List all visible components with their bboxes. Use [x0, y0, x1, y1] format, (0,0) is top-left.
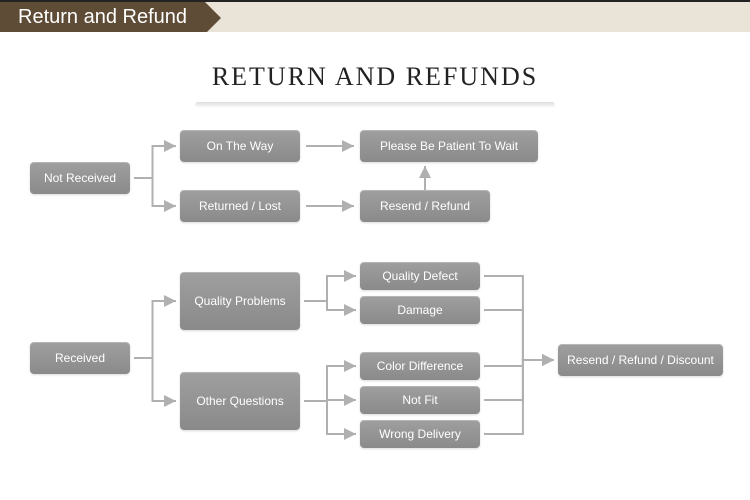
node-resend_refund: Resend / Refund	[360, 190, 490, 222]
node-quality_problems: Quality Problems	[180, 272, 300, 330]
node-rrd: Resend / Refund / Discount	[558, 344, 723, 376]
node-on_the_way: On The Way	[180, 130, 300, 162]
node-quality_defect: Quality Defect	[360, 262, 480, 290]
node-not_received: Not Received	[30, 162, 130, 194]
node-damage: Damage	[360, 296, 480, 324]
node-returned_lost: Returned / Lost	[180, 190, 300, 222]
header-tab: Return and Refund	[0, 2, 205, 32]
node-received: Received	[30, 342, 130, 374]
diagram-title: RETURN AND REFUNDS	[0, 62, 750, 92]
node-please_wait: Please Be Patient To Wait	[360, 130, 538, 162]
title-underline	[195, 102, 555, 108]
node-wrong_delivery: Wrong Delivery	[360, 420, 480, 448]
node-not_fit: Not Fit	[360, 386, 480, 414]
flowchart-canvas: RETURN AND REFUNDS Not Received On The Wa…	[0, 32, 750, 500]
header-tab-label: Return and Refund	[18, 6, 187, 29]
node-other_questions: Other Questions	[180, 372, 300, 430]
header-bar: Return and Refund	[0, 0, 750, 32]
node-color_diff: Color Difference	[360, 352, 480, 380]
